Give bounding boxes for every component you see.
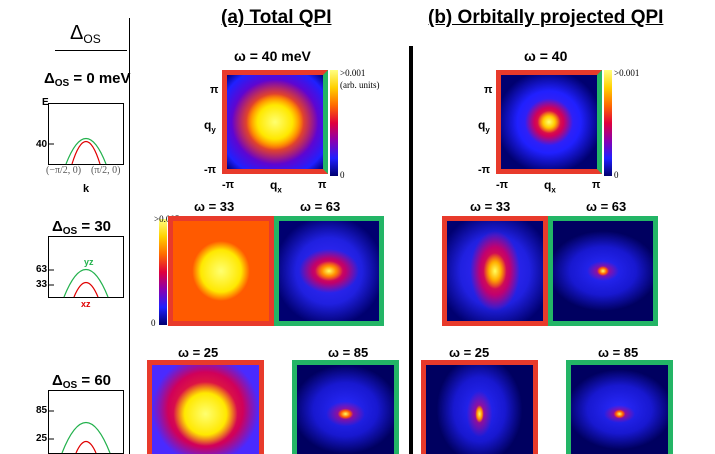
row1-b-pi-bottom: π (592, 179, 601, 191)
row3-tick-85: 85 (36, 405, 48, 416)
row1-b-colorbar (604, 70, 612, 176)
row1-tick-40: 40 (36, 139, 48, 150)
row2-delta-symbol: Δ (52, 218, 63, 235)
row1-a-pi-top: π (210, 84, 219, 96)
row2-green-band (63, 268, 109, 298)
row3-delta-value: = 60 (81, 372, 112, 389)
row2-tick-63: 63 (36, 264, 48, 275)
row3-b-right-map (566, 360, 673, 454)
row3-delta-symbol: Δ (52, 372, 63, 389)
row3-b-left-omega: ω = 25 (449, 345, 490, 360)
row2-delta-label: ΔOS = 30 (52, 218, 111, 237)
row1-b-omega: ω = 40 (524, 48, 568, 64)
side-header-delta: Δ (70, 22, 84, 44)
row2-band-xz: xz (81, 299, 91, 309)
row1-k-left: (−π/2, 0) (46, 165, 82, 176)
row2-b-left-omega: ω = 33 (470, 199, 511, 214)
row1-b-cbar-top: >0.001 (614, 68, 640, 78)
row1-axis-e: E (42, 97, 49, 108)
row2-b-right-omega: ω = 63 (586, 199, 627, 214)
row3-a-right-map (292, 360, 399, 454)
row2-a-right-map (274, 216, 384, 326)
row1-b-qx: qx (544, 178, 556, 194)
row2-a-colorbar (159, 219, 167, 325)
row1-a-map (222, 70, 328, 174)
row2-b-right-map (548, 216, 658, 326)
row1-b-qx-letter: q (544, 178, 552, 192)
row2-delta-value: = 30 (81, 218, 112, 235)
row1-a-cbar-bottom: 0 (340, 170, 345, 180)
row1-a-cbar-top: >0.001 (340, 68, 366, 78)
row2-dispersion-plot (48, 236, 124, 298)
panel-divider (409, 46, 413, 454)
row1-a-minus-pi-bottom: -π (222, 179, 235, 191)
row3-red-band (75, 440, 97, 454)
row1-a-qy-sub: y (211, 125, 216, 135)
row2-a-left-map (168, 216, 274, 326)
row3-green-band (61, 422, 111, 454)
row1-b-minus-pi-bottom: -π (496, 179, 509, 191)
row1-red-band (71, 141, 101, 165)
row2-a-right-omega: ω = 63 (300, 199, 341, 214)
row1-a-qy-letter: q (204, 118, 212, 132)
row2-a-left-omega: ω = 33 (194, 199, 235, 214)
row1-a-qx-sub: x (277, 185, 282, 195)
row3-a-left-map (147, 360, 264, 454)
row2-tick-33: 33 (36, 279, 48, 290)
row1-k-right: (π/2, 0) (91, 165, 121, 176)
row1-delta-symbol: Δ (44, 70, 55, 87)
row2-red-band (73, 281, 99, 298)
side-header: ΔOS (70, 22, 101, 46)
side-divider (129, 18, 130, 454)
row3-b-right-omega: ω = 85 (598, 345, 639, 360)
row1-a-qx: qx (270, 178, 282, 194)
row1-green-band (65, 137, 107, 165)
row1-axis-k: k (83, 183, 90, 195)
row1-a-qx-letter: q (270, 178, 278, 192)
row1-b-qy: qy (478, 118, 490, 134)
row3-dispersion-plot (48, 390, 124, 454)
row3-a-right-omega: ω = 85 (328, 345, 369, 360)
row1-b-pi-top: π (484, 84, 493, 96)
row2-b-left-map (442, 216, 548, 326)
row2-delta-sub: OS (62, 226, 78, 237)
row1-b-cbar-bottom: 0 (614, 170, 619, 180)
row1-b-minus-pi-left: -π (478, 164, 491, 176)
row1-b-map (496, 70, 602, 174)
row1-a-colorbar (330, 70, 338, 176)
row1-a-cbar-units: (arb. units) (340, 80, 380, 90)
row1-b-qx-sub: x (551, 185, 556, 195)
row2-a-cbar-top: >0.005 (154, 214, 180, 224)
row1-a-pi-bottom: π (318, 179, 327, 191)
row1-a-omega: ω = 40 meV (234, 48, 311, 64)
row3-tick-25: 25 (36, 433, 48, 444)
row2-band-yz: yz (84, 257, 94, 267)
row1-delta-label: ΔOS = 0 meV (44, 70, 131, 89)
row1-delta-value: = 0 meV (73, 70, 131, 87)
side-column: ΔOS ΔOS = 0 meV E 40 (−π/2, 0) (π/2, 0) … (0, 0, 131, 454)
row1-delta-sub: OS (54, 78, 70, 89)
panel-a-title: (a) Total QPI (221, 7, 332, 28)
panel-b-title: (b) Orbitally projected QPI (428, 7, 664, 28)
row3-delta-label: ΔOS = 60 (52, 372, 111, 391)
row3-a-left-omega: ω = 25 (178, 345, 219, 360)
side-header-underline (55, 50, 127, 51)
row2-a-cbar-bottom: 0 (151, 318, 156, 328)
row3-delta-sub: OS (62, 380, 78, 391)
row1-dispersion-plot (48, 103, 124, 165)
row1-b-qy-letter: q (478, 118, 486, 132)
side-header-sub: OS (83, 32, 101, 46)
row3-b-left-map (421, 360, 538, 454)
row1-b-qy-sub: y (485, 125, 490, 135)
row1-a-minus-pi-left: -π (204, 164, 217, 176)
row1-a-qy: qy (204, 118, 216, 134)
